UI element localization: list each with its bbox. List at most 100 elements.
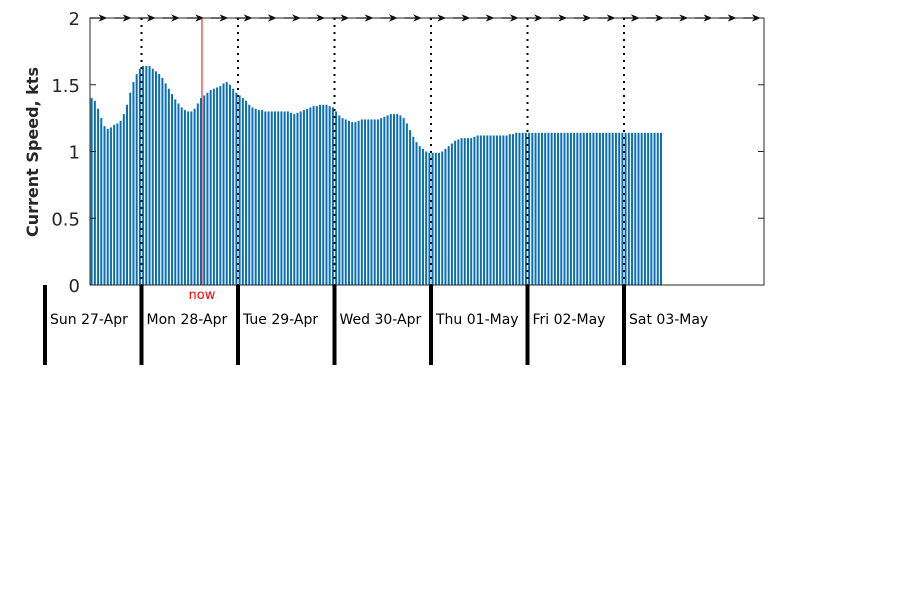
bar — [158, 74, 161, 285]
day-label: Fri 02-May — [533, 312, 606, 328]
bar — [428, 152, 431, 285]
bar — [640, 132, 643, 285]
bar — [212, 88, 215, 285]
bar — [434, 152, 437, 285]
bar — [154, 71, 157, 286]
bar — [126, 104, 129, 286]
bar — [441, 151, 444, 285]
bar — [553, 132, 556, 285]
bar — [180, 107, 183, 285]
bar — [209, 90, 212, 285]
bar — [534, 132, 537, 285]
bar — [193, 108, 196, 285]
bar — [222, 83, 225, 285]
bar — [190, 111, 193, 285]
y-tick-label: 2 — [69, 9, 80, 30]
bar — [347, 120, 350, 285]
bar — [499, 135, 502, 285]
bar — [264, 111, 267, 285]
bar — [582, 132, 585, 285]
bar — [290, 112, 293, 285]
bar — [412, 136, 415, 285]
bar — [463, 138, 466, 285]
bar — [418, 146, 421, 285]
bar — [267, 111, 270, 285]
bar — [164, 83, 167, 285]
now-label: now — [189, 288, 216, 303]
bar-series — [90, 66, 662, 286]
day-label: Wed 30-Apr — [340, 312, 422, 328]
bar — [569, 132, 572, 285]
bar — [135, 74, 138, 285]
bar — [319, 104, 322, 286]
bar — [241, 98, 244, 285]
bar — [598, 132, 601, 285]
bar — [611, 132, 614, 285]
bar — [183, 110, 186, 285]
bar — [608, 132, 611, 285]
day-label: Sat 03-May — [629, 312, 708, 328]
bar — [444, 148, 447, 285]
bar — [296, 112, 299, 285]
bar — [254, 108, 257, 285]
bar — [216, 87, 219, 285]
bar — [245, 100, 248, 286]
day-label: Mon 28-Apr — [147, 312, 228, 328]
bar — [283, 111, 286, 285]
bar — [405, 123, 408, 285]
bar — [631, 132, 634, 285]
bar — [145, 66, 148, 285]
bar — [402, 118, 405, 286]
bar — [447, 146, 450, 285]
bar — [161, 78, 164, 285]
bar — [425, 151, 428, 285]
bar — [122, 114, 125, 286]
bar — [524, 132, 527, 285]
bar — [351, 122, 354, 285]
bar — [431, 152, 434, 285]
bar — [177, 103, 180, 285]
bar — [521, 132, 524, 285]
bar — [557, 132, 560, 285]
bar — [457, 139, 460, 285]
bar — [219, 86, 222, 285]
bar — [560, 132, 563, 285]
bar — [659, 132, 662, 285]
day-label: Thu 01-May — [435, 312, 519, 328]
bar — [364, 119, 367, 286]
bar — [97, 108, 100, 285]
bar — [595, 132, 598, 285]
bar — [550, 132, 553, 285]
day-label: Tue 29-Apr — [242, 312, 318, 328]
bar — [492, 135, 495, 285]
bar — [483, 135, 486, 285]
bar — [473, 136, 476, 285]
bar — [566, 132, 569, 285]
bar — [100, 118, 103, 286]
bar — [393, 114, 395, 286]
bar — [547, 132, 550, 285]
bar — [235, 92, 238, 285]
bar — [280, 111, 283, 285]
bar — [376, 119, 379, 286]
bar — [367, 119, 370, 286]
bar — [450, 143, 453, 285]
bar — [302, 110, 305, 285]
bar — [196, 103, 199, 285]
bar — [466, 138, 469, 285]
bar — [454, 140, 457, 285]
bar — [470, 138, 473, 285]
bar — [634, 132, 637, 285]
bar — [103, 126, 106, 285]
bar — [637, 132, 640, 285]
bar — [357, 120, 360, 285]
bar — [113, 124, 116, 285]
bar — [627, 132, 630, 285]
bar — [396, 114, 399, 286]
bar — [579, 132, 582, 285]
bar — [335, 111, 338, 285]
bar — [138, 68, 141, 285]
bar — [576, 132, 579, 285]
bar — [586, 132, 588, 285]
bar — [592, 132, 595, 285]
